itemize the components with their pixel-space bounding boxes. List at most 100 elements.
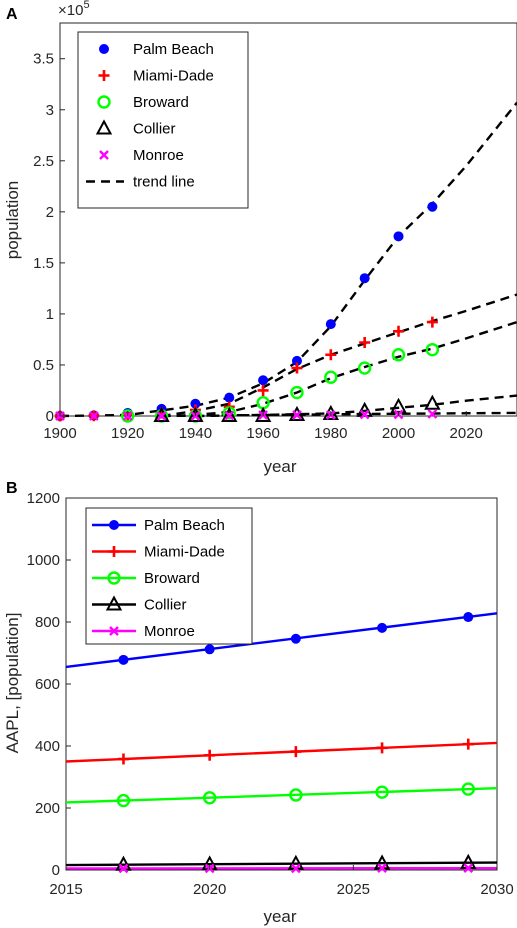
data-point [461, 782, 475, 796]
x-tick-label: 1920 [111, 425, 144, 442]
data-point [224, 410, 235, 421]
legend-marker [98, 70, 110, 81]
data-point [424, 394, 441, 410]
y-tick-label: 0 [52, 862, 60, 879]
data-point [290, 746, 302, 758]
data-point [462, 738, 474, 750]
legend-marker [109, 626, 119, 636]
legend-label: Collier [133, 121, 176, 138]
y-tick-label: 1.5 [33, 255, 54, 272]
data-point [258, 375, 269, 386]
x-tick-label: 1900 [43, 425, 76, 442]
panel-b-y-axis-label: AAPL, [population] [3, 613, 22, 754]
data-point [153, 406, 170, 422]
legend-label: Palm Beach [133, 41, 214, 58]
data-point [427, 409, 438, 419]
legend-label: Miami-Dade [144, 544, 225, 561]
data-point [425, 342, 440, 357]
y-tick-label: 400 [35, 738, 60, 755]
data-point [116, 793, 131, 808]
series-line [65, 861, 498, 867]
x-tick-label: 2000 [382, 425, 415, 442]
data-point [290, 633, 301, 644]
panel-a-y-axis-label: population [3, 181, 22, 259]
data-point [291, 362, 303, 374]
x-tick-label: 1940 [179, 425, 212, 442]
data-point [254, 406, 272, 422]
data-point [291, 355, 302, 366]
data-point [463, 863, 474, 873]
panel-b-x-axis-label: year [263, 907, 296, 926]
data-point [376, 742, 388, 754]
data-point [288, 405, 306, 421]
legend-label: Miami-Dade [133, 68, 214, 85]
panel-a-legend: Palm Beach Miami-Dade Broward Collier Monroe… [77, 31, 249, 209]
data-point [290, 385, 304, 400]
panel-a: A 1900 1920 1940 1960 1980 2000 2020 0 0.5 1 1.5 2 2… [3, 0, 517, 476]
data-point [202, 791, 217, 805]
trend-line [161, 411, 517, 418]
legend-marker [99, 150, 109, 160]
data-point [325, 349, 337, 361]
legend-label: Broward [133, 94, 189, 111]
data-point [393, 325, 405, 337]
data-point [292, 410, 302, 420]
data-point [204, 644, 215, 655]
legend-marker [107, 571, 121, 585]
trend-line [161, 320, 517, 418]
panel-a-ticks: 1900 1920 1940 1960 1980 2000 2020 0 0.5 1 1.5 2 2.5… [33, 51, 483, 442]
panel-a-markers [54, 201, 441, 423]
panel-b-label: B [6, 480, 18, 497]
data-point [187, 406, 204, 422]
x-tick-label: 2020 [450, 425, 483, 442]
data-point [375, 785, 389, 799]
x-tick-label: 2030 [480, 881, 513, 898]
panel-b-markers [115, 612, 477, 874]
data-point [291, 863, 301, 874]
legend-box [77, 31, 249, 209]
x-tick-label: 1980 [314, 425, 347, 442]
data-point [118, 863, 129, 874]
panel-b-legend: Palm Beach Miami-Dade Broward Collier Monroe [85, 507, 253, 645]
panel-b: B 2015 2020 2025 2030020040060080010001200 … [3, 480, 514, 926]
data-point [463, 612, 474, 623]
data-point [359, 409, 370, 420]
legend-label: Collier [144, 597, 187, 614]
data-point [190, 398, 201, 409]
legend-label: Broward [144, 570, 200, 587]
y-tick-label: 1 [46, 306, 54, 323]
data-point [377, 622, 388, 633]
data-point [393, 231, 404, 242]
x-tick-label: 1960 [246, 425, 279, 442]
data-point [391, 348, 406, 362]
panel-a-x-axis-label: year [263, 457, 296, 476]
legend-box [85, 507, 253, 645]
data-point [204, 749, 216, 761]
legend-label: Monroe [144, 623, 195, 640]
data-point [359, 337, 371, 349]
x-tick-label: 2015 [49, 881, 82, 898]
legend-marker [108, 546, 120, 557]
y-tick-label: 2 [46, 204, 54, 221]
data-point [324, 370, 338, 384]
legend-marker [109, 520, 119, 530]
y-tick-label: 0.5 [33, 357, 54, 374]
data-point [156, 411, 167, 421]
legend-marker [99, 44, 109, 54]
data-point [224, 392, 235, 403]
y-tick-label: 3.5 [33, 51, 54, 68]
data-point [426, 316, 438, 328]
panel-b-lines [65, 612, 498, 870]
panel-a-y-multiplier: ×105 [58, 0, 90, 19]
legend-label: Monroe [133, 147, 184, 164]
x-tick-label: 2025 [337, 881, 370, 898]
data-point [359, 273, 370, 284]
trend-line [59, 101, 517, 418]
y-tick-label: 1000 [27, 552, 60, 569]
panel-b-ticks: 2015 2020 2025 2030 0 200 400 600 800 1000 1200 [27, 490, 514, 898]
y-tick-label: 800 [35, 614, 60, 631]
y-tick-label: 200 [35, 800, 60, 817]
y-tick-label: 3 [46, 102, 54, 119]
data-point [121, 409, 135, 423]
